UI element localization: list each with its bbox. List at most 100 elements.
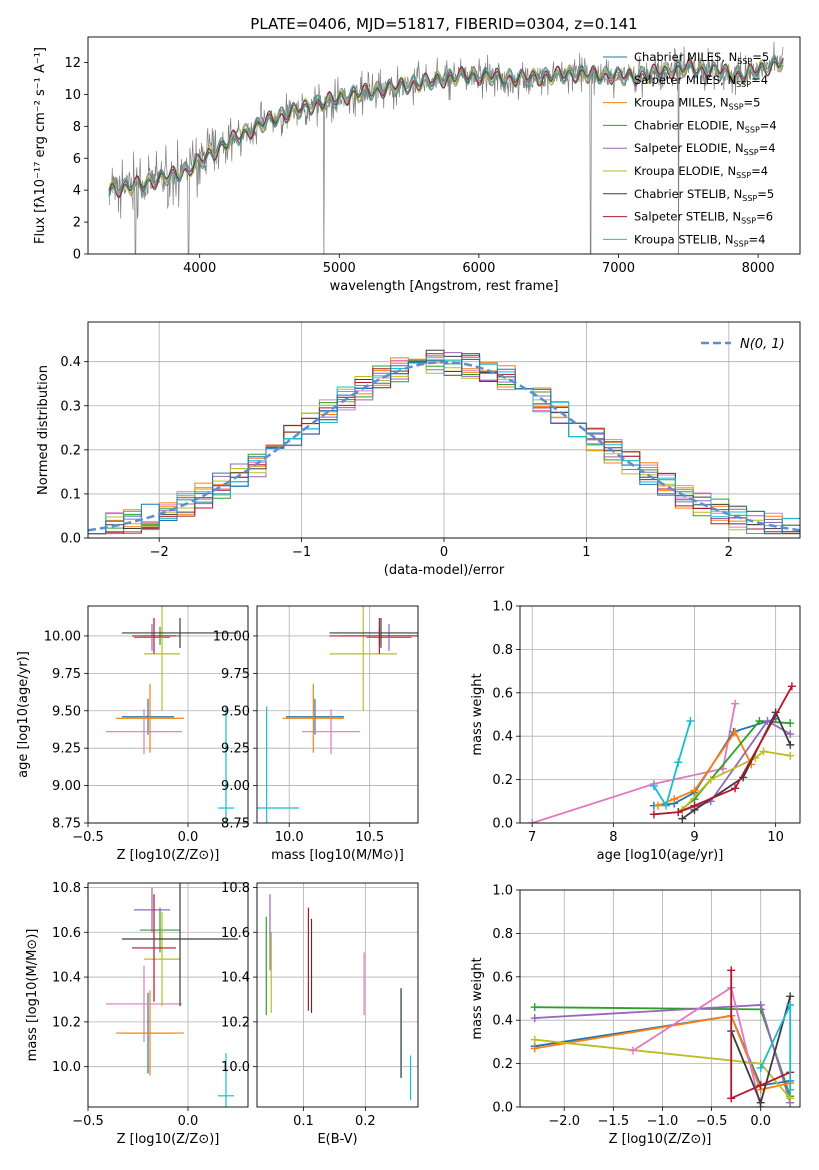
plot-area [265, 894, 412, 1101]
weight-marker [756, 1081, 765, 1090]
y-tick-label: 0.0 [60, 532, 81, 547]
y-tick-label: 9.00 [52, 779, 81, 794]
model-spectrum-line [108, 54, 784, 197]
axes-frame [87, 882, 249, 1108]
x-tick-label: 0.0 [178, 830, 199, 845]
y-tick-label: 9.75 [221, 667, 250, 682]
weight-marker [662, 801, 671, 810]
y-tick-label: 8.75 [221, 817, 250, 832]
y-tick-label: 10.2 [52, 1015, 81, 1030]
x-axis-label: mass [log10(M/M⊙)] [271, 848, 404, 863]
legend-entry: Chabrier STELIB, NSSP=5 [634, 187, 774, 203]
weight-series-line [657, 730, 753, 807]
legend-entry: Kroupa MILES, NSSP=5 [634, 96, 760, 112]
weight-marker [690, 801, 699, 810]
x-tick-label: −0.5 [72, 830, 104, 845]
y-tick-label: 8 [73, 120, 81, 135]
x-tick-label: 10.0 [275, 830, 304, 845]
y-tick-label: 0.0 [492, 817, 513, 832]
gaussian-curve [88, 360, 800, 532]
x-tick-label: −1 [292, 545, 311, 560]
y-tick-label: 10.8 [221, 881, 250, 896]
weight-marker [706, 775, 715, 784]
y-axis-label: age [log10(age/yr)] [16, 651, 31, 778]
x-axis-label: Z [log10(Z/Z⊙)] [117, 848, 220, 863]
x-tick-label: 1 [582, 545, 590, 560]
legend-entry: N(0, 1) [740, 337, 785, 352]
y-tick-label: 6 [73, 152, 81, 167]
axes-frame [519, 889, 801, 1108]
weight-marker [727, 1094, 736, 1103]
plot-area [88, 349, 800, 535]
weight-marker [786, 730, 795, 739]
legend-entry: Kroupa STELIB, NSSP=4 [634, 232, 765, 248]
x-tick-label: 0.1 [293, 1114, 314, 1129]
weight-marker [528, 819, 537, 823]
weight-marker [755, 717, 764, 726]
weight-marker [653, 801, 662, 810]
figure-title: PLATE=0406, MJD=51817, FIBERID=0304, z=0… [250, 15, 637, 33]
y-tick-label: 1.0 [492, 884, 513, 899]
x-tick-label: 0.0 [178, 1114, 199, 1129]
weight-marker [786, 1094, 795, 1103]
y-tick-label: 8.75 [52, 817, 81, 832]
y-tick-label: 9.25 [52, 742, 81, 757]
y-tick-label: 2 [73, 216, 81, 231]
y-axis-label: mass weight [470, 673, 485, 755]
legend-entry: Salpeter ELODIE, NSSP=4 [634, 141, 776, 157]
axes-frame [87, 36, 801, 255]
y-axis-label: mass weight [470, 957, 485, 1039]
axes-frame [519, 605, 801, 824]
plot-area [108, 41, 784, 254]
panel-residuals: −2 −1 0 1 2 0.0 0.1 0.2 0.3 0.4 (data-model)/error… [36, 321, 801, 578]
weight-marker [670, 795, 679, 804]
x-tick-label: 9 [690, 830, 698, 845]
weight-series-line [653, 720, 692, 808]
x-tick-label: 10 [767, 830, 784, 845]
x-tick-label: 10.5 [355, 830, 384, 845]
x-tick-label: 7000 [602, 261, 635, 276]
x-tick-label: 2 [725, 545, 733, 560]
y-axis-label: mass [log10(M/M⊙)] [25, 929, 40, 1062]
weight-marker [674, 758, 683, 767]
panel-mass_vs_Z: −0.5 0.0 10.0 10.2 10.4 10.6 10.8 Z [log10(Z/Z⊙… [25, 881, 249, 1147]
x-tick-label: −0.5 [696, 1114, 728, 1129]
weight-marker [786, 1085, 795, 1094]
weight-marker [628, 1046, 637, 1055]
x-axis-label: E(B-V) [317, 1132, 357, 1147]
y-tick-label: 0.2 [492, 773, 513, 788]
legend: N(0, 1) [701, 337, 785, 352]
weight-marker [786, 1001, 795, 1010]
weight-marker [763, 717, 772, 726]
weight-marker [690, 786, 699, 795]
y-tick-label: 10.6 [221, 926, 250, 941]
y-tick-label: 10.4 [221, 971, 250, 986]
x-tick-label: 5000 [323, 261, 356, 276]
plot-area [106, 883, 238, 1107]
y-tick-label: 0.8 [492, 643, 513, 658]
x-axis-label: Z [log10(Z/Z⊙)] [609, 1132, 712, 1147]
y-tick-label: 12 [64, 56, 81, 71]
y-tick-label: 9.75 [52, 667, 81, 682]
y-tick-label: 0.6 [492, 686, 513, 701]
y-tick-label: 10.8 [52, 881, 81, 896]
legend-entry: Salpeter MILES, NSSP=4 [634, 73, 768, 89]
y-tick-label: 0.1 [60, 487, 81, 502]
panel-mass_vs_ebv: 0.1 0.2 10.0 10.2 10.4 10.6 10.8 E(B-V) [221, 881, 419, 1147]
weight-marker [787, 682, 796, 691]
y-tick-label: 10.00 [44, 629, 81, 644]
weight-marker [731, 699, 740, 708]
weight-marker [786, 719, 795, 728]
weight-marker [756, 1001, 765, 1010]
legend: Chabrier MILES, NSSP=5 Salpeter MILES, NS… [603, 50, 777, 248]
x-axis-label: wavelength [Angstrom, rest frame] [330, 279, 559, 294]
y-tick-label: 0.4 [492, 1014, 513, 1029]
x-tick-label: 8000 [742, 261, 775, 276]
plot-area [257, 606, 418, 823]
x-axis-label: age [log10(age/yr)] [597, 848, 724, 863]
weight-marker [686, 717, 695, 726]
weight-marker [530, 1035, 539, 1044]
weight-marker [786, 740, 795, 749]
weight-series-line [681, 750, 791, 811]
